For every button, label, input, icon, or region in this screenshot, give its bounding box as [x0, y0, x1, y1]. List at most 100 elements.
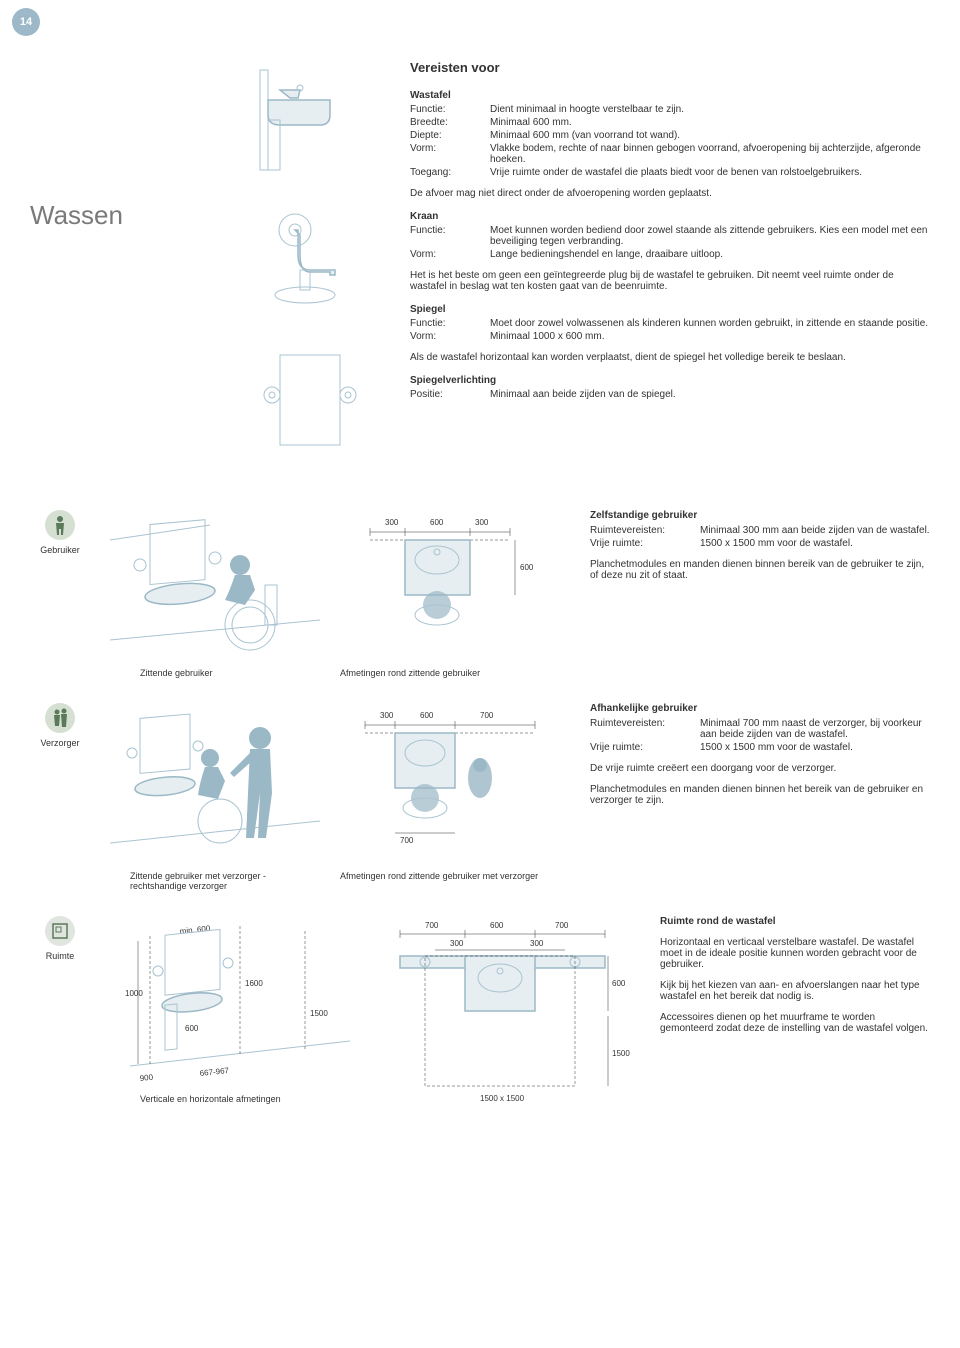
- svg-text:600: 600: [430, 518, 444, 527]
- kv-label: Vrije ruimte:: [590, 742, 700, 753]
- spiegelverlichting-title: Spiegelverlichting: [410, 375, 930, 386]
- kv-value: Vrije ruimte onder de wastafel die plaat…: [490, 167, 930, 178]
- kv-value: 1500 x 1500 mm voor de wastafel.: [700, 742, 930, 753]
- kv-label: Ruimtevereisten:: [590, 718, 700, 740]
- spiegel-note: Als de wastafel horizontaal kan worden v…: [410, 352, 930, 363]
- kv-label: Vorm:: [410, 143, 490, 165]
- kv-row: Functie:Moet door zowel volwassenen als …: [410, 318, 930, 329]
- kv-row: Vorm:Minimaal 1000 x 600 mm.: [410, 331, 930, 342]
- gebruiker-label: Gebruiker: [30, 545, 90, 555]
- kv-value: Minimaal 600 mm (van voorrand tot wand).: [490, 130, 930, 141]
- kv-label: Functie:: [410, 318, 490, 329]
- kv-value: Minimaal 300 mm aan beide zijden van de …: [700, 525, 930, 536]
- svg-text:700: 700: [480, 711, 494, 720]
- svg-text:1500: 1500: [612, 1049, 630, 1058]
- row3-text3: Accessoires dienen op het muurframe te w…: [660, 1012, 930, 1034]
- svg-text:600: 600: [420, 711, 434, 720]
- svg-text:700: 700: [555, 921, 569, 930]
- kv-label: Breedte:: [410, 117, 490, 128]
- kv-value: Minimaal 700 mm naast de verzorger, bij …: [700, 718, 930, 740]
- kv-value: Minimaal aan beide zijden van de spiegel…: [490, 389, 930, 400]
- kraan-illustration: [250, 200, 370, 320]
- row3-text1: Horizontaal en verticaal verstelbare was…: [660, 937, 930, 970]
- ruimte-label: Ruimte: [30, 951, 90, 961]
- ruimte-caption-left: Verticale en horizontale afmetingen: [140, 1094, 360, 1104]
- kv-value: Moet kunnen worden bediend door zowel st…: [490, 225, 930, 247]
- carer-icon: [45, 703, 75, 733]
- svg-text:300: 300: [380, 711, 394, 720]
- kv-row: Diepte:Minimaal 600 mm (van voorrand tot…: [410, 130, 930, 141]
- kv-row: Functie:Moet kunnen worden bediend door …: [410, 225, 930, 247]
- illustration-column: [250, 60, 390, 480]
- spiegel-illustration: [250, 340, 370, 460]
- svg-text:900: 900: [139, 1073, 154, 1083]
- gebruiker-caption-left: Zittende gebruiker: [140, 668, 320, 678]
- kv-value: Moet door zowel volwassenen als kinderen…: [490, 318, 930, 329]
- gebruiker-caption-right: Afmetingen rond zittende gebruiker: [340, 668, 570, 678]
- kv-value: 1500 x 1500 mm voor de wastafel.: [700, 538, 930, 549]
- wastafel-title: Wastafel: [410, 90, 930, 101]
- person-icon: [45, 510, 75, 540]
- kv-row: Ruimtevereisten:Minimaal 300 mm aan beid…: [590, 525, 930, 536]
- kv-row: Vrije ruimte:1500 x 1500 mm voor de wast…: [590, 742, 930, 753]
- verzorger-caption-left: Zittende gebruiker met verzorger - recht…: [130, 871, 320, 891]
- kv-row: Vorm:Vlakke bodem, rechte of naar binnen…: [410, 143, 930, 165]
- kraan-title: Kraan: [410, 211, 930, 222]
- kv-label: Toegang:: [410, 167, 490, 178]
- row3-heading: Ruimte rond de wastafel: [660, 916, 930, 927]
- requirements-text: Vereisten voor Wastafel Functie:Dient mi…: [410, 60, 930, 480]
- kv-value: Minimaal 600 mm.: [490, 117, 930, 128]
- verzorger-caption-right: Afmetingen rond zittende gebruiker met v…: [340, 871, 570, 881]
- svg-text:1500 x 1500: 1500 x 1500: [480, 1094, 525, 1103]
- svg-text:min. 600: min. 600: [179, 924, 211, 936]
- row2-heading: Afhankelijke gebruiker: [590, 703, 930, 714]
- kv-value: Dient minimaal in hoogte verstelbaar te …: [490, 104, 930, 115]
- kv-row: Vorm:Lange bedieningshendel en lange, dr…: [410, 249, 930, 260]
- section-title: Wassen: [30, 200, 230, 231]
- gebruiker-section: Gebruiker Zittende gebruiker 300 600 300: [30, 510, 930, 678]
- kv-label: Positie:: [410, 389, 490, 400]
- row2-note1: De vrije ruimte creëert een doorgang voo…: [590, 763, 930, 774]
- top-section: Wassen Vereisten voor Wasta: [30, 60, 930, 480]
- svg-text:300: 300: [530, 939, 544, 948]
- kv-value: Minimaal 1000 x 600 mm.: [490, 331, 930, 342]
- room-icon: [45, 916, 75, 946]
- main-heading: Vereisten voor: [410, 60, 930, 75]
- kv-value: Vlakke bodem, rechte of naar binnen gebo…: [490, 143, 930, 165]
- svg-text:300: 300: [385, 518, 399, 527]
- wastafel-note: De afvoer mag niet direct onder de afvoe…: [410, 188, 930, 199]
- gebruiker-illustration: [110, 510, 320, 660]
- row1-note: Planchetmodules en manden dienen binnen …: [590, 559, 930, 581]
- kv-row: Toegang:Vrije ruimte onder de wastafel d…: [410, 167, 930, 178]
- verzorger-illustration: [110, 703, 320, 863]
- svg-text:667-967: 667-967: [199, 1066, 230, 1078]
- svg-text:300: 300: [475, 518, 489, 527]
- verzorger-diagram: 300 600 700 700: [340, 703, 560, 863]
- kv-label: Functie:: [410, 104, 490, 115]
- kraan-note: Het is het beste om geen een geïntegreer…: [410, 270, 930, 292]
- kv-row: Positie:Minimaal aan beide zijden van de…: [410, 389, 930, 400]
- ruimte-plan: 700 600 700 300 300 600 1500 1500 x 1500: [380, 916, 640, 1106]
- svg-text:600: 600: [185, 1024, 199, 1033]
- kv-row: Ruimtevereisten:Minimaal 700 mm naast de…: [590, 718, 930, 740]
- verzorger-label: Verzorger: [30, 738, 90, 748]
- kv-label: Ruimtevereisten:: [590, 525, 700, 536]
- svg-text:1000: 1000: [125, 989, 143, 998]
- kv-label: Vrije ruimte:: [590, 538, 700, 549]
- ruimte-elevation: min. 600 1000 1600 600 900 667-967 1500: [110, 916, 360, 1086]
- row2-note2: Planchetmodules en manden dienen binnen …: [590, 784, 930, 806]
- spiegel-title: Spiegel: [410, 304, 930, 315]
- svg-text:1600: 1600: [245, 979, 263, 988]
- verzorger-section: Verzorger Zittende gebruiker met verzorg…: [30, 703, 930, 891]
- svg-text:700: 700: [400, 836, 414, 845]
- kv-row: Vrije ruimte:1500 x 1500 mm voor de wast…: [590, 538, 930, 549]
- gebruiker-diagram: 300 600 300 600: [340, 510, 550, 660]
- page-number-badge: 14: [12, 8, 40, 36]
- svg-text:700: 700: [425, 921, 439, 930]
- kv-label: Vorm:: [410, 331, 490, 342]
- wastafel-illustration: [250, 60, 370, 180]
- svg-text:1500: 1500: [310, 1009, 328, 1018]
- kv-value: Lange bedieningshendel en lange, draaiba…: [490, 249, 930, 260]
- svg-text:600: 600: [490, 921, 504, 930]
- svg-text:600: 600: [612, 979, 626, 988]
